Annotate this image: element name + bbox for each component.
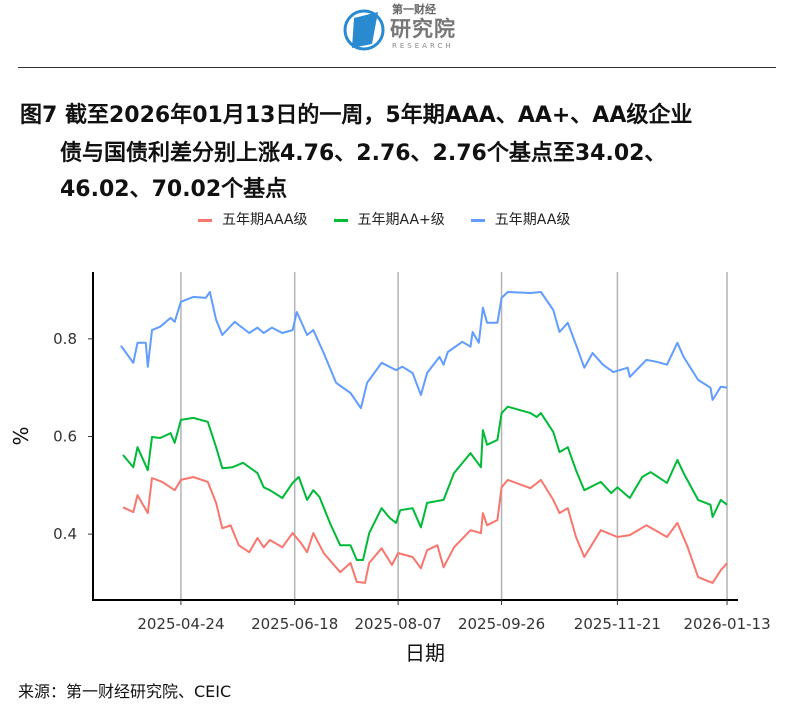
logo-sub-text: RESEARCH — [392, 42, 454, 50]
y-axis-label: % — [9, 426, 33, 445]
series-line-1 — [122, 405, 728, 561]
legend-swatch — [198, 218, 212, 222]
legend-swatch — [470, 218, 485, 222]
axis-ticks: 2025-04-24 2025-06-18 2025-08-07 2025-09-26… — [53, 330, 770, 633]
legend-swatch — [333, 218, 348, 222]
y-tick-label: 0.6 — [53, 427, 77, 445]
figure-title-line-1: 图7 截至2026年01月13日的一周，5年期AAA、AA+、AA级企业 — [20, 103, 693, 128]
legend-label: 五年期AA级 — [494, 212, 571, 228]
figure-title-line-2: 债与国债利差分别上涨4.76、2.76、2.76个基点至34.02、 — [60, 141, 667, 166]
legend-item-aa: 五年期AA级 — [470, 211, 571, 229]
series-lines — [120, 291, 728, 584]
x-tick-label: 2025-11-21 — [574, 615, 661, 633]
legend-item-aa-plus: 五年期AA+级 — [333, 211, 445, 229]
x-tick-label: 2025-08-07 — [355, 615, 442, 633]
x-tick-label: 2025-09-26 — [458, 615, 545, 633]
series-line-2 — [120, 291, 728, 410]
gridlines — [180, 272, 728, 600]
series-line-0 — [122, 476, 728, 584]
x-tick-label: 2025-06-18 — [251, 615, 338, 633]
y-tick-label: 0.8 — [53, 330, 77, 348]
figure-title-line-3: 46.02、70.02个基点 — [60, 177, 288, 202]
x-tick-label: 2025-04-24 — [137, 615, 224, 633]
logo-top-text: 第一财经 — [392, 3, 436, 16]
legend-label: 五年期AAA级 — [222, 212, 308, 228]
logo-mark-icon — [343, 9, 385, 51]
legend-label: 五年期AA+级 — [357, 212, 445, 228]
x-axis-label: 日期 — [405, 641, 445, 665]
chart-legend: 五年期AAA级 五年期AA+级 五年期AA级 — [198, 211, 596, 229]
logo-main-text: 研究院 — [390, 17, 456, 41]
source-note: 来源：第一财经研究院、CEIC — [18, 682, 232, 701]
y-tick-label: 0.4 — [53, 525, 77, 543]
legend-item-aaa: 五年期AAA级 — [198, 211, 308, 229]
x-tick-label: 2026-01-13 — [683, 615, 770, 633]
header-divider — [18, 67, 776, 68]
